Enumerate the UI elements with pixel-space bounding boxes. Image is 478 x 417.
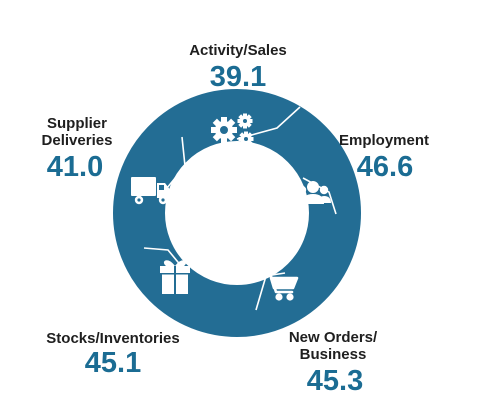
label-line: New Orders/	[288, 329, 378, 346]
label-line: Activity/Sales	[189, 42, 287, 59]
value-supplier-deliveries: 41.0	[46, 151, 104, 183]
label-line: Deliveries	[41, 132, 113, 149]
seam-bottom-left	[143, 247, 183, 268]
label-line: Business	[299, 346, 367, 363]
value-activity-sales: 39.1	[209, 61, 267, 93]
gift-box-icon	[160, 260, 190, 294]
label-employment: Employment	[322, 132, 446, 149]
label-line: Supplier	[46, 115, 107, 132]
value-stocks-inventories: 45.1	[84, 347, 142, 379]
shopping-cart-icon	[262, 271, 299, 301]
label-line: Employment	[338, 132, 429, 149]
seam-left	[166, 136, 186, 189]
label-new-orders-business: New Orders/ Business	[268, 329, 398, 363]
label-line: Stocks/Inventories	[46, 330, 180, 347]
people-icon	[295, 181, 331, 204]
label-stocks-inventories: Stocks/Inventories	[20, 330, 206, 347]
label-supplier-deliveries: Supplier Deliveries	[22, 115, 132, 149]
value-new-orders-business: 45.3	[306, 365, 364, 397]
seam-bottom-right	[255, 272, 286, 311]
truck-icon	[131, 177, 171, 205]
value-employment: 46.6	[356, 151, 414, 183]
gears-icon	[211, 113, 254, 147]
label-activity-sales: Activity/Sales	[158, 42, 318, 59]
